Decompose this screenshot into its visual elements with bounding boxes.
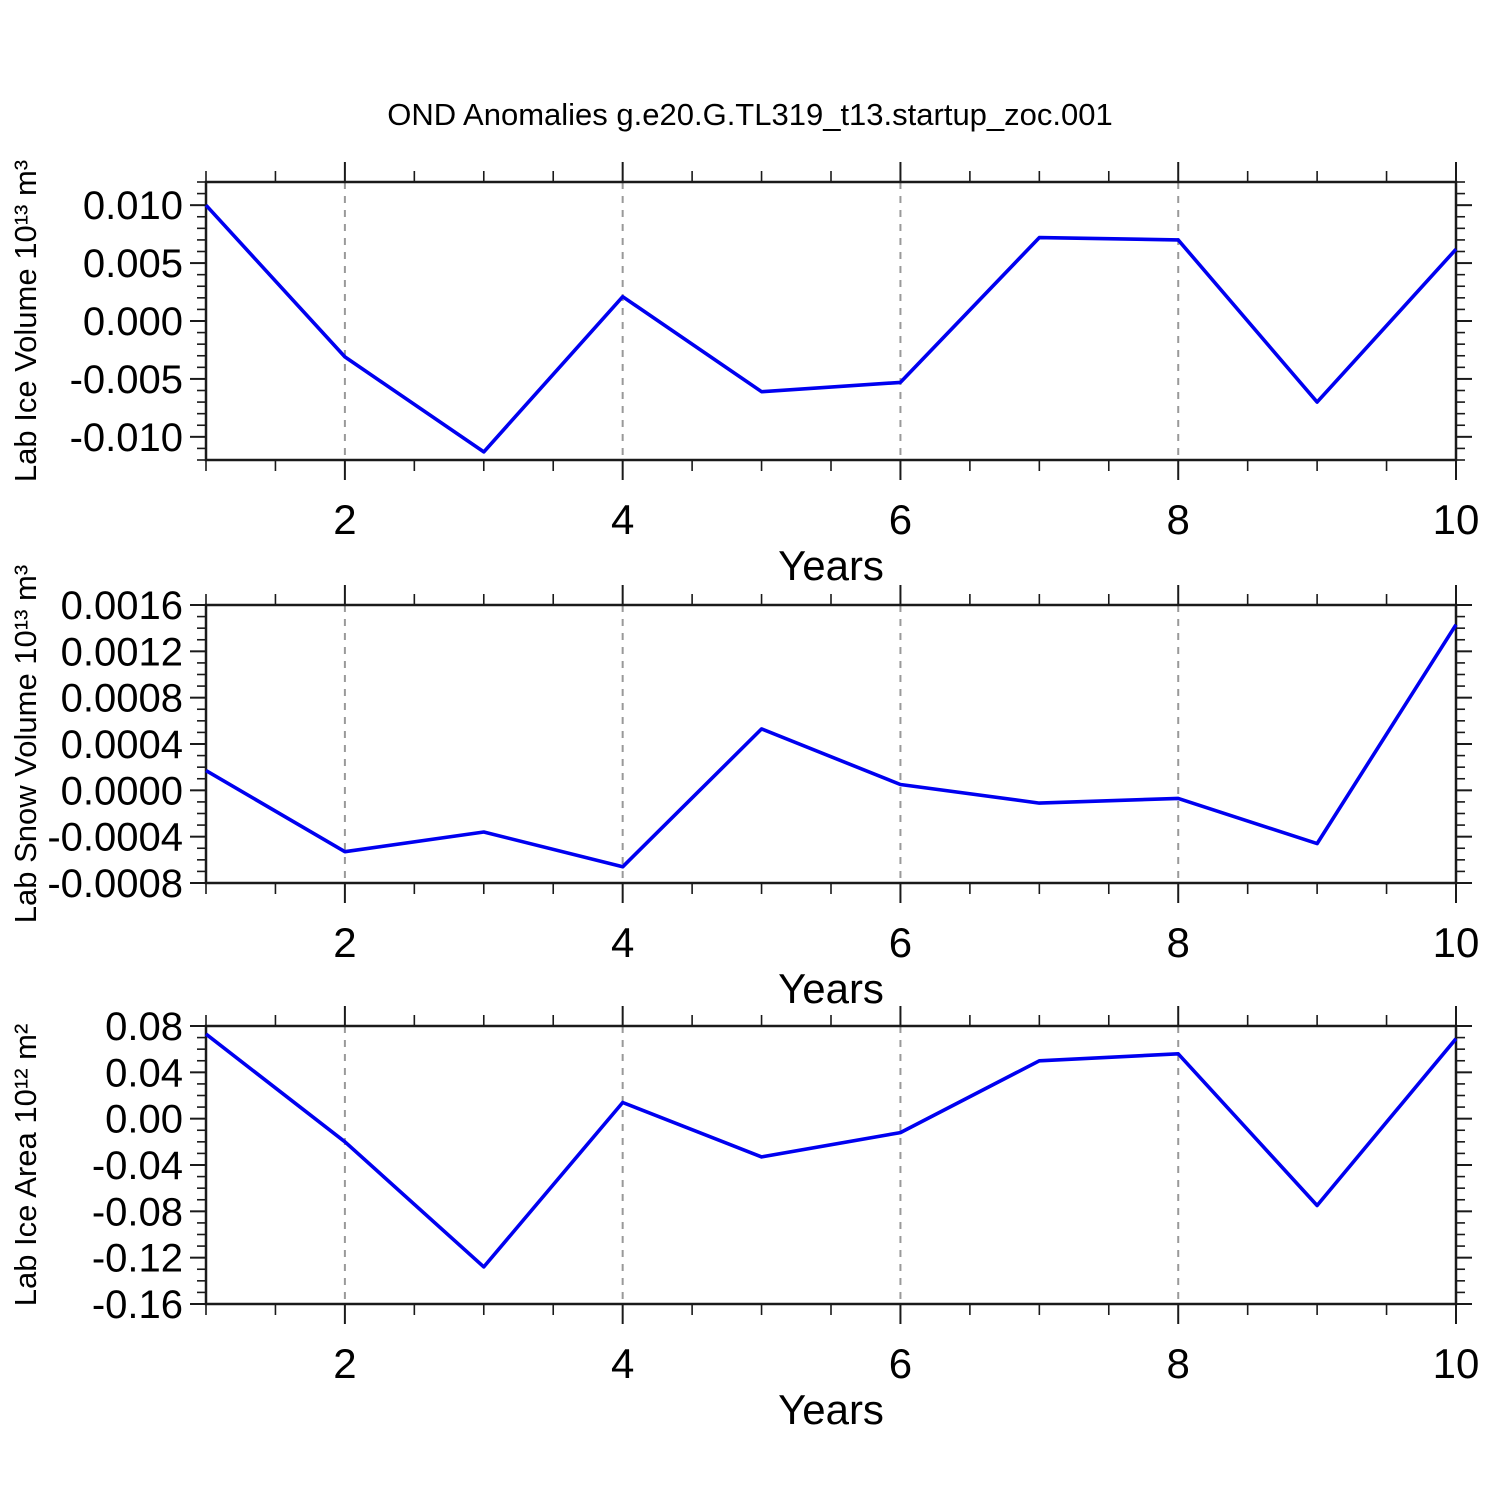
chart-title: OND Anomalies g.e20.G.TL319_t13.startup_… — [387, 97, 1113, 132]
y-axis-title: Lab Ice Area 10¹² m² — [8, 1024, 43, 1307]
x-tick-label: 10 — [1433, 496, 1480, 543]
x-tick-label: 4 — [611, 919, 634, 966]
y-tick-label: -0.0008 — [47, 862, 183, 906]
y-tick-label: 0.0012 — [61, 630, 183, 674]
x-tick-label: 4 — [611, 496, 634, 543]
y-axis-title: Lab Snow Volume 10¹³ m³ — [8, 565, 43, 923]
y-tick-label: 0.00 — [105, 1098, 183, 1142]
y-tick-label: 0.0000 — [61, 769, 183, 813]
y-tick-label: 0.0004 — [61, 723, 183, 767]
x-tick-label: 8 — [1167, 496, 1190, 543]
x-tick-label: 10 — [1433, 1340, 1480, 1387]
x-tick-label: 6 — [889, 919, 912, 966]
x-tick-label: 6 — [889, 1340, 912, 1387]
plot-frame — [204, 603, 1458, 885]
x-tick-label: 2 — [333, 919, 356, 966]
y-tick-label: -0.04 — [92, 1144, 183, 1188]
y-tick-label: -0.08 — [92, 1190, 183, 1234]
panel-1: 2 4 6 8 10 0.010 0.005 0.000 -0.005 -0.010 Years La… — [8, 160, 1479, 589]
x-axis-title: Years — [778, 965, 884, 1012]
x-axis-title: Years — [778, 542, 884, 589]
y-tick-label: 0.005 — [83, 242, 183, 286]
x-tick-label: 8 — [1167, 1340, 1190, 1387]
y-tick-label: -0.12 — [92, 1237, 183, 1281]
data-line-series — [204, 1032, 1458, 1269]
y-tick-label: -0.16 — [92, 1283, 183, 1327]
y-tick-label: 0.08 — [105, 1005, 183, 1049]
data-line-series — [205, 623, 1458, 869]
panel-2: 2 4 6 8 100.00160.00120.00080.00040.0000-0.0… — [8, 565, 1479, 1012]
x-axis-title: Years — [778, 1386, 884, 1433]
panel-3: 2 4 6 8 10 0.080.040.00-0.04-0.08-0.12-0.16 Ye… — [8, 1005, 1479, 1433]
y-tick-label: 0.0008 — [61, 677, 183, 721]
x-tick-label: 8 — [1167, 919, 1190, 966]
plot-frame — [204, 1024, 1458, 1306]
x-tick-label: 4 — [611, 1340, 634, 1387]
y-axis-title: Lab Ice Volume 10¹³ m³ — [8, 160, 43, 482]
y-tick-label: -0.005 — [70, 358, 183, 402]
plot-frame — [204, 180, 1458, 462]
data-line-series — [204, 203, 1458, 454]
y-tick-label: 0.000 — [83, 300, 183, 344]
y-tick-label: 0.010 — [83, 184, 183, 228]
x-tick-label: 10 — [1433, 919, 1480, 966]
y-tick-label: 0.0016 — [61, 584, 183, 628]
x-tick-label: 2 — [333, 1340, 356, 1387]
x-tick-label: 6 — [889, 496, 912, 543]
y-tick-label: 0.04 — [105, 1051, 183, 1095]
x-tick-label: 2 — [333, 496, 356, 543]
y-tick-label: -0.010 — [70, 416, 183, 460]
y-tick-label: -0.0004 — [47, 816, 183, 860]
